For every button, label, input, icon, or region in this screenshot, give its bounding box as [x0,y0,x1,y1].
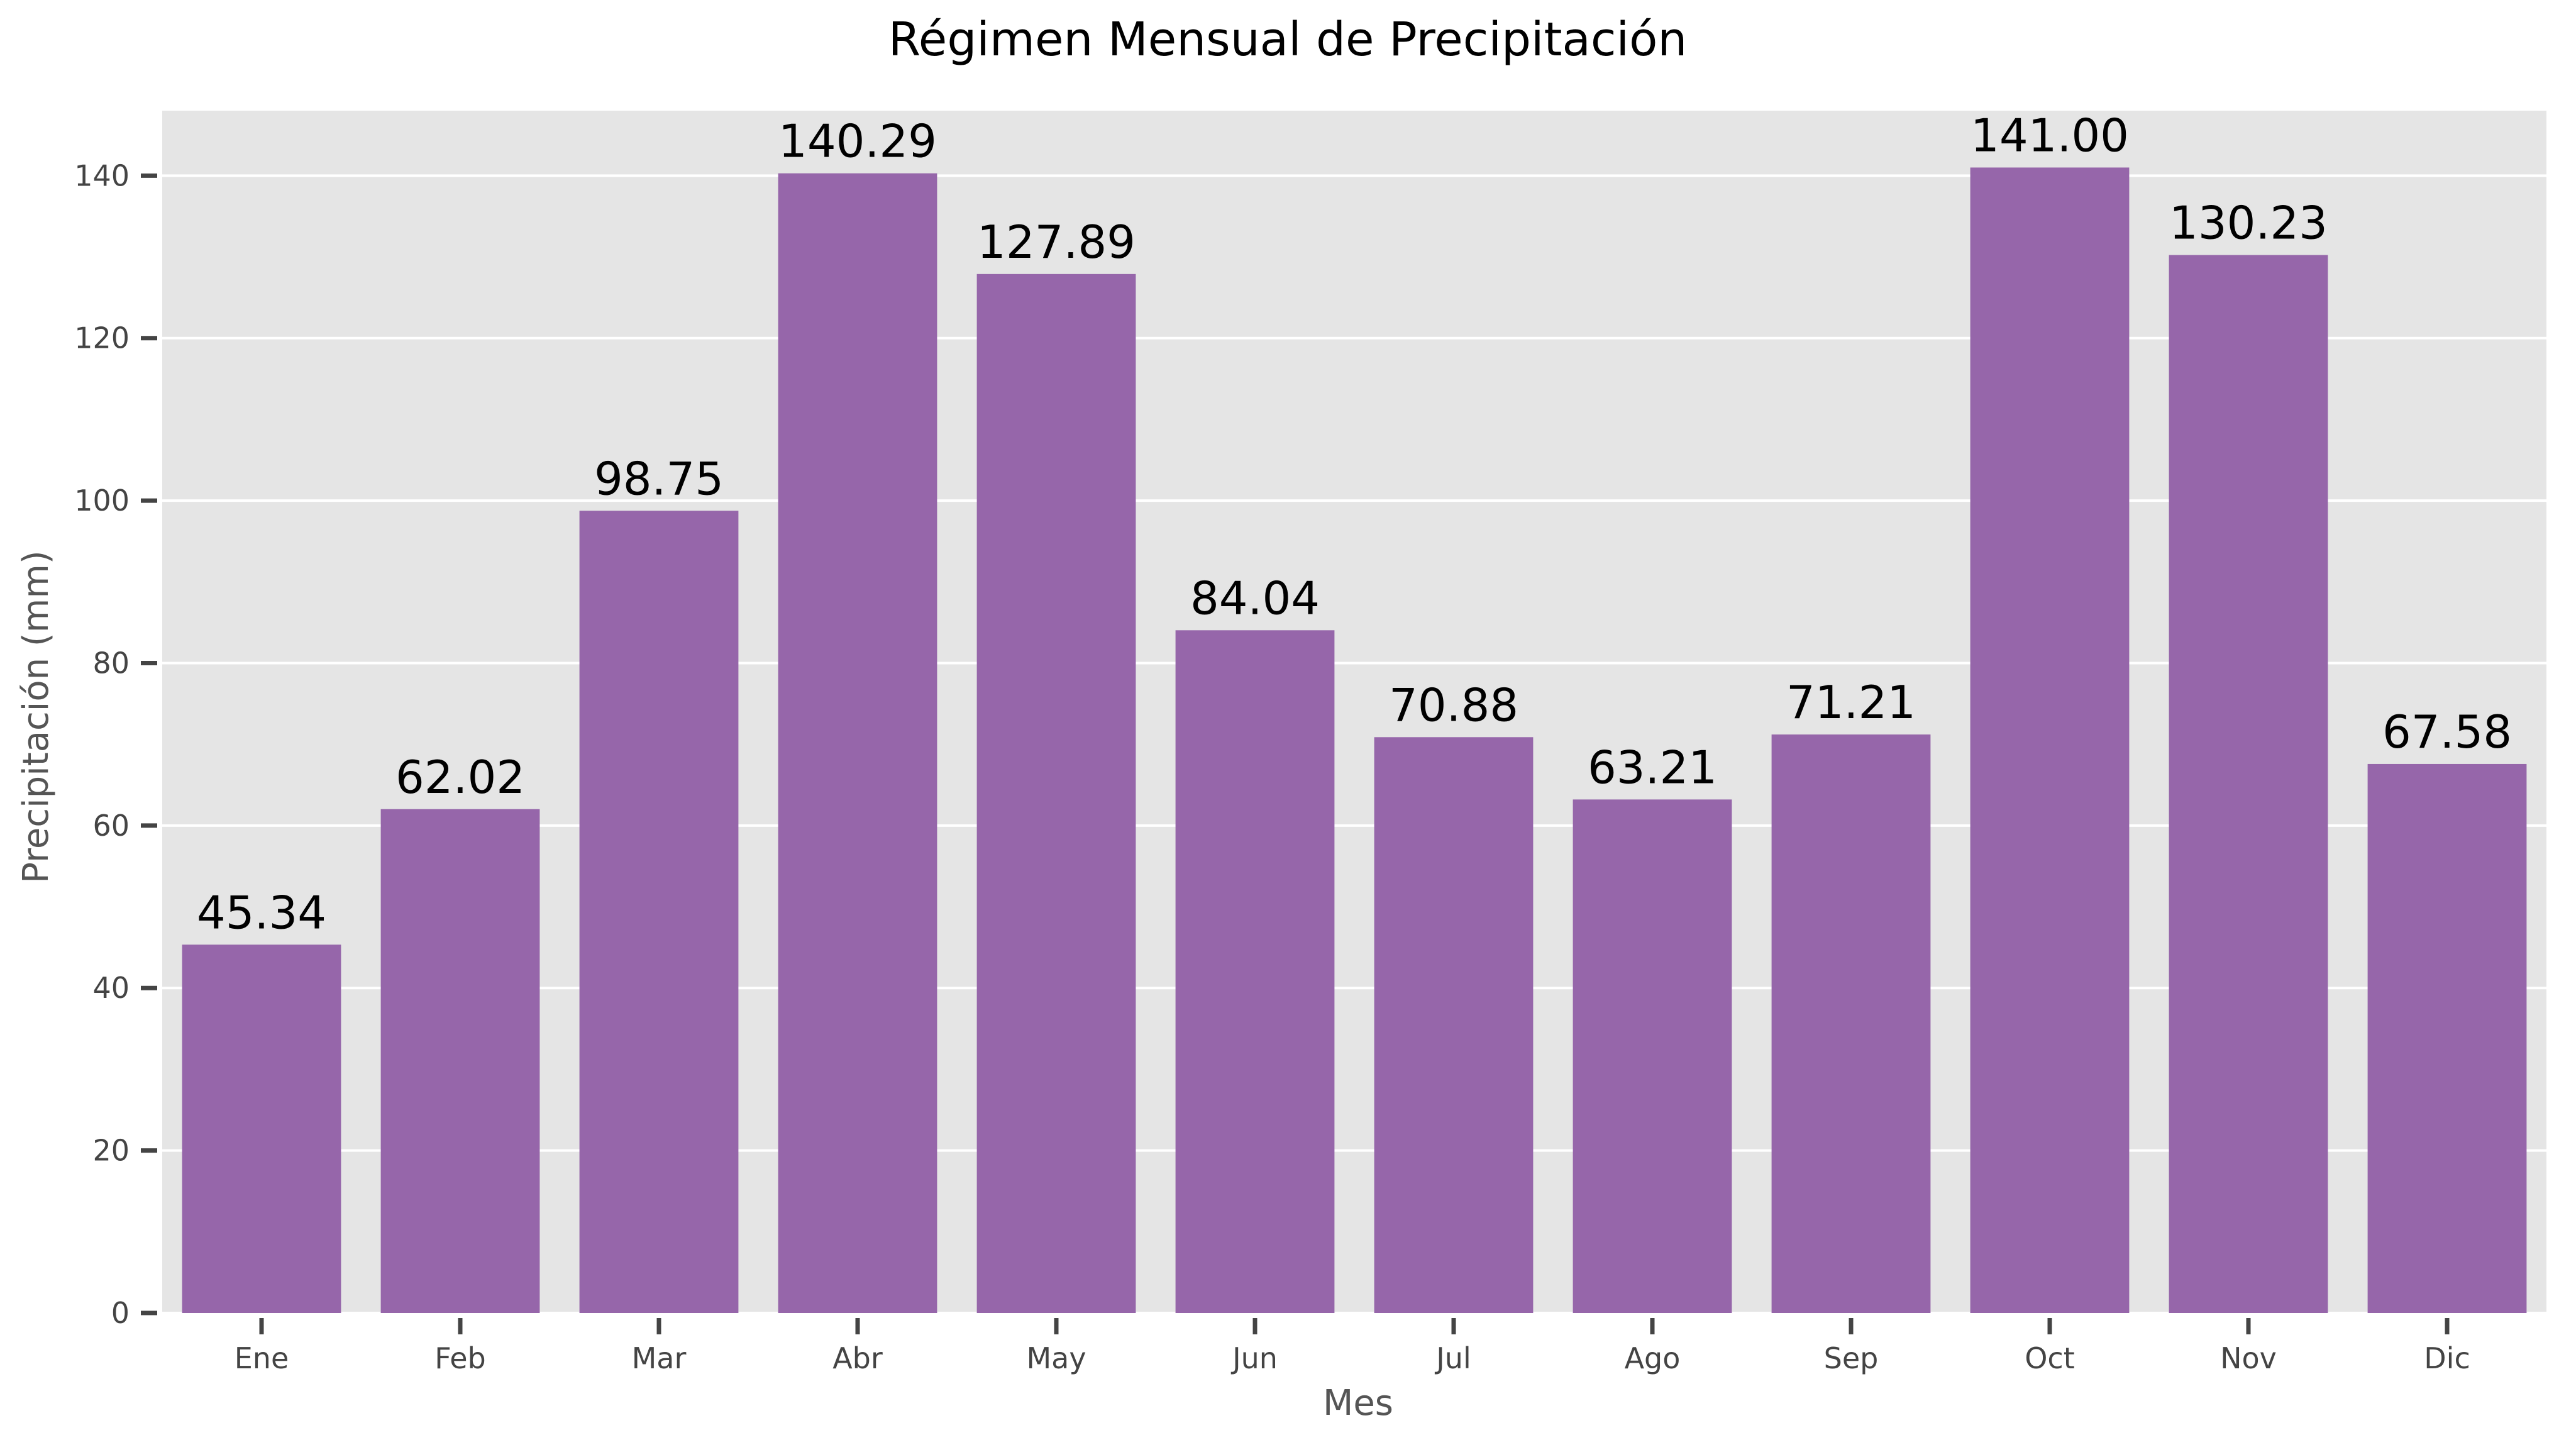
bar-mar [579,511,739,1313]
y-tick-label-7: 140 [74,158,130,192]
y-axis-ticks: 0 20 40 60 80 100 120 140 [74,158,157,1330]
x-axis-ticks: Ene Feb Mar Abr May Jun Jul Ago Sep Oct Nov Dic [235,1318,2470,1375]
data-label-jun: 84.04 [1190,572,1320,624]
y-tick-label-0: 0 [111,1296,130,1330]
bar-may [976,274,1136,1314]
y-tick-label-5: 100 [74,484,130,518]
y-tick-label-3: 60 [92,809,130,843]
bar-oct [1970,167,2130,1314]
x-tick-label-feb: Feb [434,1341,485,1375]
data-label-feb: 62.02 [395,751,525,804]
data-label-nov: 130.23 [2169,197,2328,250]
bar-feb [380,809,540,1313]
bar-jun [1175,630,1335,1313]
bar-nov [2169,255,2328,1313]
data-labels: 45.34 62.02 98.75 140.29 127.89 84.04 70.88 63.… [197,109,2512,939]
data-label-sep: 71.21 [1786,676,1916,729]
x-tick-label-ago: Ago [1625,1341,1681,1375]
data-label-may: 127.89 [977,216,1136,269]
data-label-ene: 45.34 [197,886,326,939]
data-label-jul: 70.88 [1389,678,1518,731]
y-axis-label: Precipitación (mm) [16,550,57,883]
x-tick-label-jul: Jul [1434,1341,1471,1375]
data-label-ago: 63.21 [1588,741,1717,794]
chart-title: Régimen Mensual de Precipitación [888,13,1688,67]
y-tick-label-2: 40 [92,971,130,1005]
x-tick-label-oct: Oct [2025,1341,2075,1375]
bar-abr [778,173,937,1313]
bar-ago [1573,799,1732,1313]
x-tick-label-mar: Mar [632,1341,687,1375]
gridlines [162,174,2546,1314]
bar-ene [182,944,341,1313]
data-label-dic: 67.58 [2382,706,2512,758]
y-tick-label-1: 20 [92,1134,130,1168]
bar-jul [1374,737,1534,1313]
x-tick-label-jun: Jun [1230,1341,1278,1375]
data-label-mar: 98.75 [594,452,724,505]
y-tick-label-4: 80 [92,646,130,680]
x-tick-label-may: May [1026,1341,1086,1375]
x-tick-label-sep: Sep [1824,1341,1879,1375]
x-tick-label-abr: Abr [832,1341,883,1375]
data-label-abr: 140.29 [778,115,937,168]
x-tick-label-nov: Nov [2220,1341,2277,1375]
bars [182,167,2527,1314]
bar-dic [2367,763,2527,1313]
x-tick-label-ene: Ene [235,1341,289,1375]
y-tick-label-6: 120 [74,321,130,355]
x-axis-label: Mes [1323,1383,1393,1424]
plot-area [162,111,2546,1313]
bar-sep [1771,734,1931,1313]
x-tick-label-dic: Dic [2424,1341,2470,1375]
data-label-oct: 141.00 [1971,109,2129,162]
